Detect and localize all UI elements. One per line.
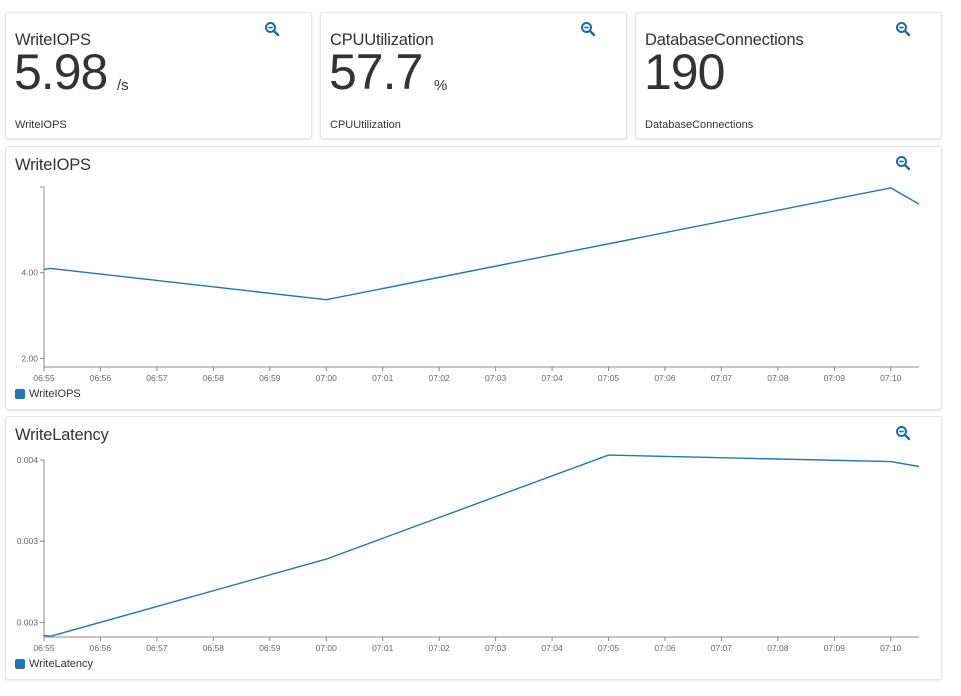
x-tick-label: 07:08 [767, 643, 789, 653]
x-tick-label: 06:56 [90, 373, 112, 383]
x-tick-label: 06:57 [146, 373, 168, 383]
y-tick-label: 4.00 [21, 268, 38, 278]
x-tick-label: 06:59 [259, 643, 281, 653]
x-tick-label: 07:02 [429, 373, 451, 383]
x-tick-label: 07:03 [485, 373, 507, 383]
zoom-icon[interactable] [895, 155, 911, 171]
x-tick-label: 07:05 [598, 643, 620, 653]
series-line [43, 454, 920, 637]
legend-swatch [15, 659, 25, 669]
x-tick-label: 07:02 [429, 643, 451, 653]
stat-metric-label: CPUUtilization [330, 119, 401, 131]
x-tick-label: 07:08 [767, 373, 789, 383]
x-tick-label: 07:07 [711, 373, 733, 383]
stat-unit: /s [117, 77, 129, 94]
stat-card-writeiops: WriteIOPS 5.98 /s WriteIOPS [5, 12, 312, 139]
stat-value: 190 [644, 44, 725, 100]
x-tick-label: 07:05 [598, 373, 620, 383]
x-tick-label: 06:58 [203, 373, 225, 383]
x-tick-label: 07:10 [880, 643, 902, 653]
zoom-icon[interactable] [895, 425, 911, 441]
chart-legend[interactable]: WriteLatency [15, 658, 93, 670]
x-tick-label: 07:01 [372, 373, 394, 383]
zoom-icon[interactable] [895, 21, 911, 37]
stat-card-cpuutilization: CPUUtilization 57.7 % CPUUtilization [320, 12, 627, 139]
chart-legend[interactable]: WriteIOPS [15, 388, 81, 400]
chart-card-writeiops: WriteIOPS 2.00 4.00 06:55 06:56 06:57 06:58 06… [5, 146, 942, 410]
x-tick-label: 07:06 [654, 373, 676, 383]
stat-card-title: DatabaseConnections [645, 31, 804, 49]
stat-card-title: CPUUtilization [330, 31, 434, 49]
x-tick-label: 07:03 [485, 643, 507, 653]
stat-unit: % [434, 77, 448, 94]
legend-label: WriteIOPS [29, 388, 81, 400]
legend-swatch [15, 389, 25, 399]
y-tick-label: 0.004 [17, 455, 39, 465]
legend-label: WriteLatency [29, 658, 93, 670]
stat-card-databaseconnections: DatabaseConnections 190 DatabaseConnecti… [635, 12, 942, 139]
x-tick-label: 06:56 [90, 643, 112, 653]
stat-metric-label: WriteIOPS [15, 119, 67, 131]
stat-value: 5.98 [14, 44, 108, 100]
x-tick-label: 07:01 [372, 643, 394, 653]
x-tick-label: 06:59 [259, 373, 281, 383]
x-tick-label: 06:55 [33, 643, 55, 653]
chart-card-writelatency: WriteLatency 0.003 0.003 0.004 06:55 06:56 06… [5, 416, 942, 680]
x-tick-label: 07:04 [541, 643, 563, 653]
series-line [43, 187, 920, 301]
x-tick-label: 07:09 [824, 373, 846, 383]
zoom-icon[interactable] [264, 21, 280, 37]
x-tick-label: 07:00 [316, 643, 338, 653]
zoom-icon[interactable] [580, 21, 596, 37]
x-tick-label: 07:00 [316, 373, 338, 383]
y-tick-label: 2.00 [21, 353, 38, 363]
x-tick-label: 06:57 [146, 643, 168, 653]
chart-title: WriteLatency [15, 426, 109, 444]
stat-card-title: WriteIOPS [15, 31, 91, 49]
writeiops-line-chart: 2.00 4.00 06:55 06:56 06:57 06:58 06:59 07:00 07… [21, 186, 920, 383]
x-tick-label: 07:07 [711, 643, 733, 653]
x-tick-label: 07:10 [880, 373, 902, 383]
writelatency-line-chart: 0.003 0.003 0.004 06:55 06:56 06:57 06:58 06:59… [17, 454, 920, 653]
chart-title: WriteIOPS [15, 156, 91, 174]
y-tick-label: 0.003 [17, 536, 39, 546]
x-tick-label: 06:58 [203, 643, 225, 653]
x-tick-label: 07:09 [824, 643, 846, 653]
y-tick-label: 0.003 [17, 617, 39, 627]
stat-metric-label: DatabaseConnections [645, 119, 754, 131]
x-tick-label: 06:55 [33, 373, 55, 383]
stat-value: 57.7 [329, 44, 423, 100]
x-tick-label: 07:06 [654, 643, 676, 653]
x-tick-label: 07:04 [541, 373, 563, 383]
